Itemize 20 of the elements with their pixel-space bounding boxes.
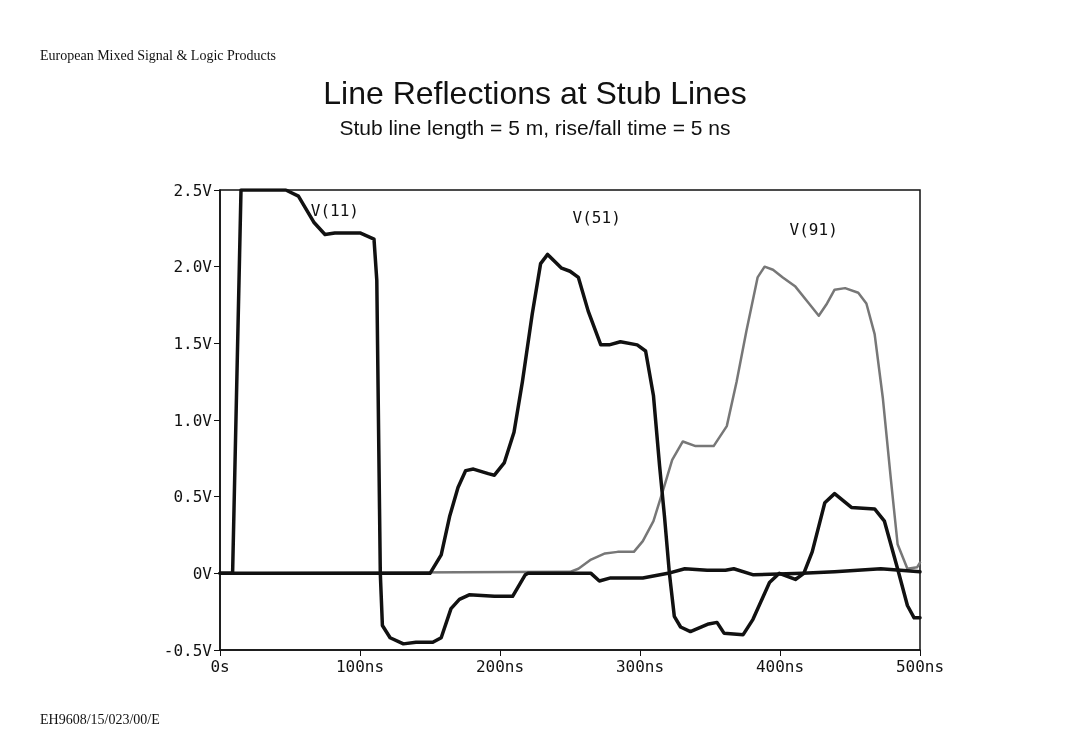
text: EH9608/15/023/00/E — [40, 711, 160, 727]
text: V(91) — [789, 220, 838, 240]
y-tick-label: 2.5V — [173, 180, 213, 200]
text: V(51) — [572, 207, 621, 227]
text: European Mixed Signal & Logic Products — [40, 47, 277, 63]
y-tick-label: 1.0V — [173, 410, 213, 430]
y-tick-label: 0.5V — [173, 487, 213, 507]
y-tick-label: 0V — [192, 563, 213, 583]
x-tick-label: 100ns — [335, 656, 385, 676]
x-tick-label: 500ns — [895, 656, 945, 676]
y-tick-label: -0.5V — [163, 640, 213, 660]
x-tick-label: 300ns — [615, 656, 665, 676]
x-tick-label: 0s — [210, 656, 230, 676]
x-tick-label: 400ns — [755, 656, 805, 676]
chart-title: Line Reflections at Stub Lines — [323, 75, 747, 111]
series-label: V(11) — [310, 200, 359, 220]
chart-subtitle: Stub line length = 5 m, rise/fall time = 5 ns — [339, 116, 731, 139]
y-tick-label: 2.0V — [173, 257, 213, 277]
y-tick-label: 1.5V — [173, 333, 213, 353]
x-tick-label: 200ns — [475, 656, 525, 676]
